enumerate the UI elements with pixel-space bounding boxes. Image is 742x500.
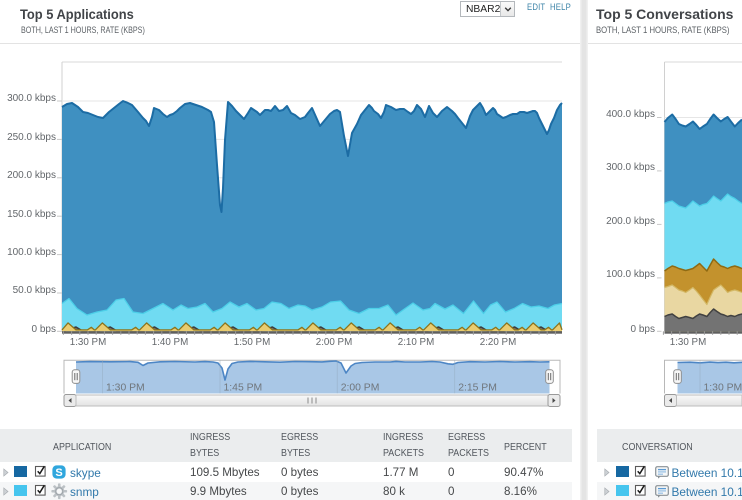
svg-text:1:45 PM: 1:45 PM: [224, 383, 263, 394]
svg-text:1:30 PM: 1:30 PM: [106, 383, 145, 394]
svg-text:S: S: [55, 467, 62, 479]
svg-text:1:30 PM: 1:30 PM: [704, 383, 742, 394]
svg-text:2:15 PM: 2:15 PM: [458, 383, 497, 394]
svg-text:2:00 PM: 2:00 PM: [341, 383, 380, 394]
